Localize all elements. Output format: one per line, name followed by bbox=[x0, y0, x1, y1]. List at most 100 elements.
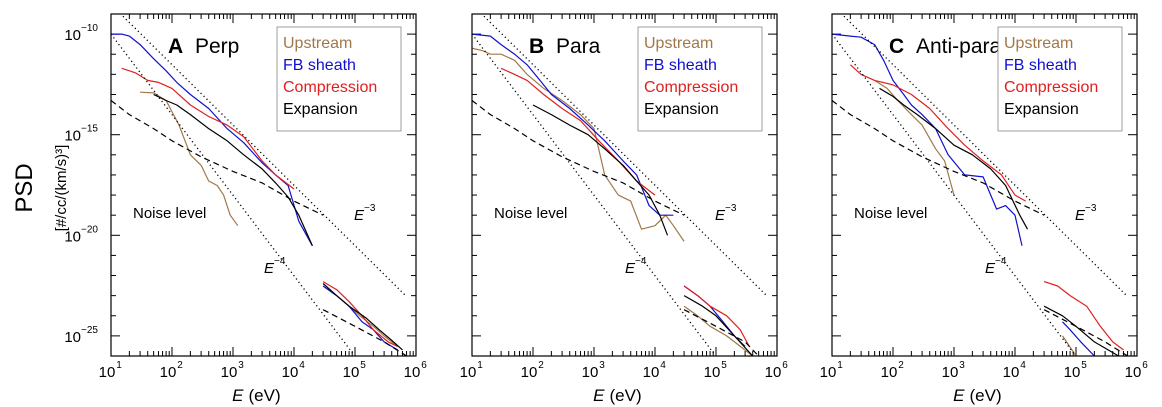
x-tick-exponent: 2 bbox=[898, 360, 904, 371]
noise-level-series bbox=[111, 100, 324, 216]
x-tick-label: 10 bbox=[765, 364, 782, 381]
upstream-series bbox=[472, 47, 685, 242]
noise-level-series bbox=[1043, 309, 1128, 356]
noise-level-series bbox=[683, 309, 760, 356]
x-tick-label: 10 bbox=[160, 364, 177, 381]
y-tick-label: 10 bbox=[64, 228, 81, 245]
plot-frame bbox=[831, 13, 1138, 357]
legend-entry: Expansion bbox=[1004, 101, 1079, 118]
x-tick-exponent: 1 bbox=[477, 360, 483, 371]
noise-level-series bbox=[832, 100, 1045, 216]
x-tick-label: 10 bbox=[521, 364, 538, 381]
e-minus4-exponent: −4 bbox=[995, 256, 1007, 267]
y-tick-label: 10 bbox=[64, 128, 81, 145]
noise-level-series bbox=[322, 309, 407, 356]
x-tick-exponent: 1 bbox=[116, 360, 122, 371]
e-minus4-exponent: −4 bbox=[274, 256, 286, 267]
e-minus3-label: E bbox=[1075, 207, 1086, 224]
x-tick-exponent: 5 bbox=[1081, 360, 1087, 371]
x-tick-label: 10 bbox=[881, 364, 898, 381]
expansion-series bbox=[683, 295, 754, 356]
e-minus3-exponent: −3 bbox=[725, 203, 737, 214]
x-tick-exponent: 6 bbox=[782, 360, 788, 371]
x-tick-exponent: 5 bbox=[721, 360, 727, 371]
x-tick-exponent: 3 bbox=[599, 360, 605, 371]
series-group bbox=[111, 14, 408, 356]
upstream-series bbox=[874, 79, 955, 196]
panel-c: 10 1 10 2 10 3 10 4 10 5 10 6E (eV)C Anti-para Upstrea… bbox=[820, 13, 1148, 405]
panel-title: Perp bbox=[195, 35, 239, 58]
x-tick-label: 10 bbox=[343, 364, 360, 381]
e-4-series bbox=[832, 33, 1077, 356]
legend-entry: Upstream bbox=[1004, 35, 1073, 52]
y-axis-title-psd: PSD bbox=[11, 163, 38, 212]
x-tick-exponent: 1 bbox=[837, 360, 843, 371]
x-tick-label: 10 bbox=[1003, 364, 1020, 381]
upstream-series bbox=[322, 285, 398, 347]
x-tick-exponent: 4 bbox=[1020, 360, 1026, 371]
compression-series bbox=[683, 285, 750, 347]
x-axis-unit: (eV) bbox=[610, 386, 642, 405]
x-tick-label: 10 bbox=[643, 364, 660, 381]
x-tick-label: 10 bbox=[942, 364, 959, 381]
e-minus4-label: E bbox=[264, 260, 275, 277]
e-4-series bbox=[472, 33, 717, 356]
noise-level-label: Noise level bbox=[133, 205, 206, 222]
e-minus3-exponent: −3 bbox=[1085, 203, 1097, 214]
y-tick-label: 10 bbox=[64, 329, 81, 346]
plot-frame bbox=[471, 13, 778, 357]
x-tick-label: 10 bbox=[404, 364, 421, 381]
legend-entry: FB sheath bbox=[283, 57, 356, 74]
panel-letter: B bbox=[529, 35, 544, 58]
panel-title: Anti-para bbox=[916, 35, 1002, 58]
legend-entry: Expansion bbox=[644, 101, 719, 118]
x-tick-label: 10 bbox=[460, 364, 477, 381]
x-tick-label: 10 bbox=[221, 364, 238, 381]
fb-sheath-series bbox=[832, 33, 1023, 246]
x-tick-label: 10 bbox=[99, 364, 116, 381]
e-minus3-label: E bbox=[715, 207, 726, 224]
legend-entry: Expansion bbox=[283, 101, 358, 118]
panel-letter: A bbox=[168, 35, 183, 58]
x-axis-symbol: E bbox=[953, 386, 965, 405]
y-tick-exponent: −20 bbox=[81, 224, 98, 235]
legend-entry: Compression bbox=[283, 79, 377, 96]
x-tick-exponent: 5 bbox=[360, 360, 366, 371]
fb-sheath-series bbox=[472, 33, 674, 216]
x-tick-label: 10 bbox=[820, 364, 837, 381]
panel-title: Para bbox=[556, 35, 601, 58]
legend-entry: Compression bbox=[644, 79, 738, 96]
legend-box bbox=[276, 26, 402, 132]
noise-level-label: Noise level bbox=[854, 205, 927, 222]
axis-ticks bbox=[110, 13, 416, 357]
e-minus3-exponent: −3 bbox=[364, 203, 376, 214]
y-tick-exponent: −15 bbox=[81, 124, 98, 135]
x-tick-label: 10 bbox=[1125, 364, 1142, 381]
compression-series bbox=[849, 64, 1026, 202]
panel-letter: C bbox=[889, 35, 904, 58]
y-tick-exponent: −10 bbox=[81, 23, 98, 34]
upstream-series bbox=[683, 305, 754, 356]
y-tick-label: 10 bbox=[64, 27, 81, 44]
x-axis-unit: (eV) bbox=[970, 386, 1002, 405]
legend-box bbox=[997, 26, 1123, 132]
expansion-series bbox=[153, 93, 313, 247]
x-tick-exponent: 2 bbox=[538, 360, 544, 371]
plot-frame bbox=[110, 13, 417, 357]
x-tick-label: 10 bbox=[582, 364, 599, 381]
e-minus4-label: E bbox=[985, 260, 996, 277]
noise-level-label: Noise level bbox=[494, 205, 567, 222]
x-tick-exponent: 6 bbox=[1142, 360, 1148, 371]
x-tick-exponent: 3 bbox=[959, 360, 965, 371]
x-axis-symbol: E bbox=[232, 386, 244, 405]
x-tick-exponent: 2 bbox=[177, 360, 183, 371]
x-tick-exponent: 4 bbox=[299, 360, 305, 371]
expansion-series bbox=[879, 87, 1029, 230]
x-tick-label: 10 bbox=[282, 364, 299, 381]
legend-entry: Upstream bbox=[283, 35, 352, 52]
e-minus4-exponent: −4 bbox=[635, 256, 647, 267]
legend-entry: Upstream bbox=[644, 35, 713, 52]
expansion-series bbox=[1043, 305, 1119, 356]
